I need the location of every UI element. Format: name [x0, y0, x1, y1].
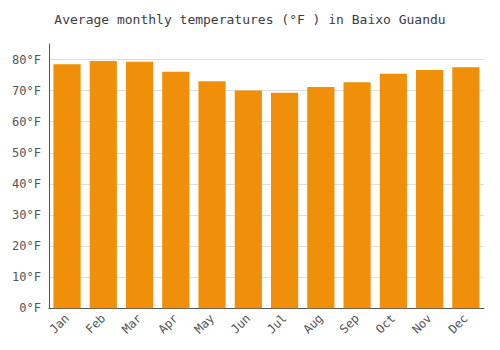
svg-text:Mar: Mar [119, 311, 144, 336]
svg-text:20°F: 20°F [12, 239, 41, 253]
svg-text:May: May [192, 311, 217, 336]
svg-text:Oct: Oct [373, 311, 398, 336]
svg-text:Aug: Aug [301, 311, 326, 336]
svg-text:Average monthly temperatures (: Average monthly temperatures (°F ) in Ba… [54, 12, 445, 27]
svg-text:50°F: 50°F [12, 146, 41, 160]
svg-text:0°F: 0°F [19, 301, 41, 315]
svg-text:Feb: Feb [83, 311, 108, 336]
svg-text:Apr: Apr [156, 311, 181, 336]
svg-text:Sep: Sep [337, 311, 362, 336]
svg-text:40°F: 40°F [12, 177, 41, 191]
svg-text:Jan: Jan [47, 311, 72, 336]
svg-text:10°F: 10°F [12, 270, 41, 284]
svg-text:Nov: Nov [409, 311, 434, 336]
svg-text:30°F: 30°F [12, 208, 41, 222]
svg-text:70°F: 70°F [12, 84, 41, 98]
svg-text:60°F: 60°F [12, 115, 41, 129]
svg-text:80°F: 80°F [12, 53, 41, 67]
svg-text:Dec: Dec [446, 311, 471, 336]
svg-text:Jun: Jun [228, 311, 253, 336]
svg-text:Jul: Jul [264, 311, 289, 336]
